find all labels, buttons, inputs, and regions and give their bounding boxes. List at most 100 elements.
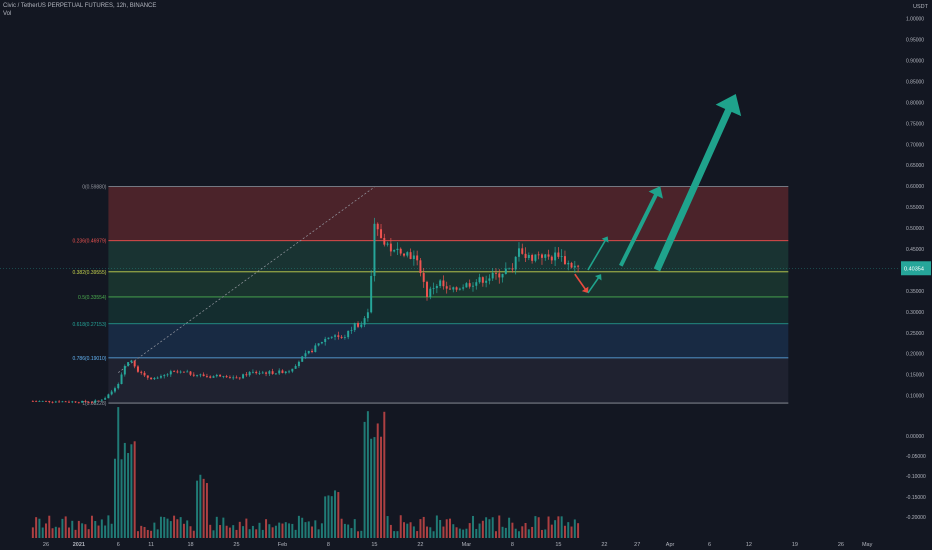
candle-body — [113, 388, 116, 392]
candle-body — [527, 254, 530, 258]
volume-bar — [268, 524, 271, 538]
time-tick-label: May — [862, 542, 873, 548]
candle-body — [212, 376, 215, 378]
volume-bar — [54, 526, 57, 538]
volume-bar — [186, 520, 189, 538]
trend-line[interactable] — [118, 186, 375, 373]
candle-body — [570, 262, 573, 268]
candle-body — [45, 400, 47, 402]
volume-bar — [330, 496, 333, 538]
volume-bar — [225, 525, 228, 538]
volume-bar — [169, 521, 172, 538]
price-axis[interactable]: USDT 1.00000 0.95000 0.90000 0.85000 0.80000 0… — [900, 0, 932, 550]
volume-bar — [495, 531, 497, 538]
candle-body — [462, 287, 465, 289]
candle-body — [163, 375, 166, 377]
time-tick-label: Feb — [278, 542, 287, 548]
volume-bar — [159, 516, 162, 538]
price-tick-label: 0.50000 — [906, 226, 924, 232]
volume-bar — [465, 528, 468, 538]
candle-body — [554, 252, 557, 261]
candle-body — [491, 272, 494, 279]
candle-body — [215, 374, 218, 377]
candle-body — [150, 377, 153, 380]
candle-body — [159, 376, 162, 378]
candle-body — [54, 401, 57, 403]
volume-axis: 0.00000 -0.05000 -0.10000 -0.15000 -0.20000 — [906, 434, 926, 521]
volume-bar — [449, 518, 451, 538]
candle-body — [81, 400, 84, 403]
volume-bar — [478, 523, 481, 538]
candle-body — [465, 283, 468, 288]
volume-bar — [514, 528, 517, 538]
candle-body — [209, 376, 212, 378]
volume-bar — [458, 528, 461, 538]
volume-bar — [153, 522, 156, 538]
volume-bar — [386, 516, 389, 538]
candle-body — [475, 282, 478, 286]
volume-bar — [570, 526, 573, 538]
price-tick-label: 0.15000 — [906, 373, 924, 379]
price-tick-label: 0.65000 — [906, 163, 924, 169]
candle-body — [140, 371, 143, 373]
time-axis[interactable]: 26 2021 6 11 18 25 Feb 8 15 22 Mar 8 15 22 27 Apr 6 12 19 2… — [43, 542, 873, 548]
volume-bar — [504, 527, 507, 538]
price-tick-label: 0.60000 — [906, 184, 924, 190]
candle-body — [357, 323, 360, 327]
candle-body — [205, 376, 208, 377]
volume-bar — [337, 492, 340, 538]
volume-bar — [199, 474, 202, 538]
volume-bar — [48, 515, 51, 538]
volume-bar — [84, 524, 87, 538]
candle-body — [504, 268, 507, 274]
volume-bar — [136, 531, 139, 538]
volume-bar — [389, 524, 392, 538]
volume-bar — [508, 517, 511, 538]
candle-body — [324, 338, 327, 342]
candle-body — [238, 377, 241, 379]
candle-body — [557, 252, 560, 257]
chart-title: Civic / TetherUS PERPETUAL FUTURES, 12h,… — [3, 3, 157, 9]
candle-body — [255, 371, 258, 374]
volume-bar — [97, 525, 100, 538]
candle-body — [547, 254, 550, 257]
volume-bar — [488, 519, 491, 538]
fib-label: 0.5(0.33554) — [78, 295, 107, 301]
volume-bar — [491, 517, 494, 538]
volume-bar — [242, 526, 245, 538]
time-tick-label: 18 — [187, 542, 193, 548]
candle-body — [327, 337, 330, 339]
candle-body — [304, 353, 307, 357]
candle-body — [521, 248, 524, 254]
candle-body — [176, 371, 179, 373]
candle-body — [540, 254, 543, 258]
volume-bar — [521, 526, 524, 538]
candle-body — [189, 371, 192, 375]
volume-bar — [347, 524, 350, 538]
candle-body — [419, 260, 422, 274]
projection-arrows[interactable] — [574, 93, 742, 294]
volume-bar — [426, 526, 428, 538]
volume-bar — [215, 516, 218, 538]
candle-body — [416, 255, 419, 261]
candle-body — [389, 243, 392, 252]
volume-bar — [511, 522, 514, 538]
volume-bar — [409, 522, 412, 538]
candle-body — [363, 318, 366, 325]
volume-bar — [517, 531, 520, 538]
candle-body — [268, 371, 271, 374]
volume-bar — [212, 530, 215, 538]
volume-bar — [399, 515, 402, 538]
candle-body — [35, 401, 38, 402]
volume-bar — [271, 527, 274, 538]
up-arrow — [587, 236, 609, 271]
candle-body — [64, 401, 67, 403]
candle-body — [373, 223, 376, 276]
candle-body — [550, 256, 553, 261]
fibonacci-retracement[interactable]: 0(0.59880) 0.236(0.46979) 0.382(0.39555) 0.… — [0, 185, 900, 407]
candle-body — [166, 374, 169, 376]
volume-bar — [100, 519, 103, 538]
volume-bar — [442, 526, 445, 538]
volume-bar — [498, 515, 501, 538]
